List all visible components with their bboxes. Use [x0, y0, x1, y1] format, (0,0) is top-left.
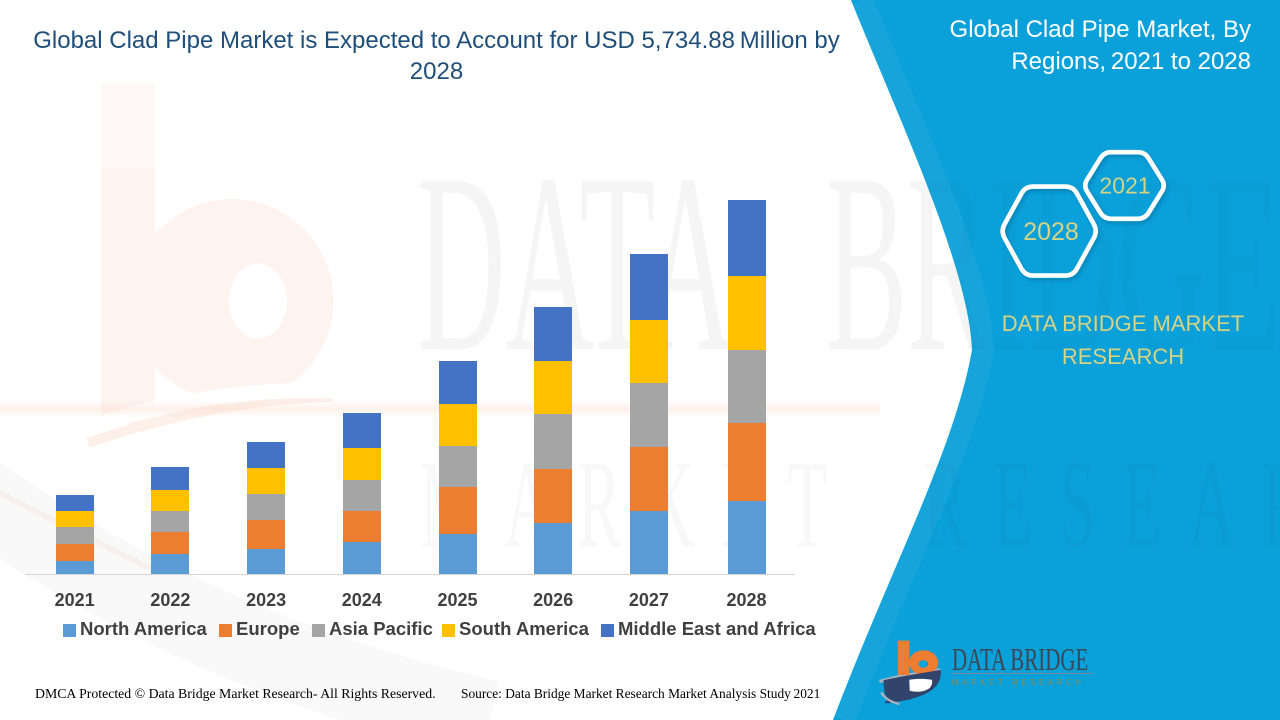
- svg-text:2021: 2021: [1099, 173, 1150, 199]
- svg-text:2028: 2028: [1023, 218, 1079, 246]
